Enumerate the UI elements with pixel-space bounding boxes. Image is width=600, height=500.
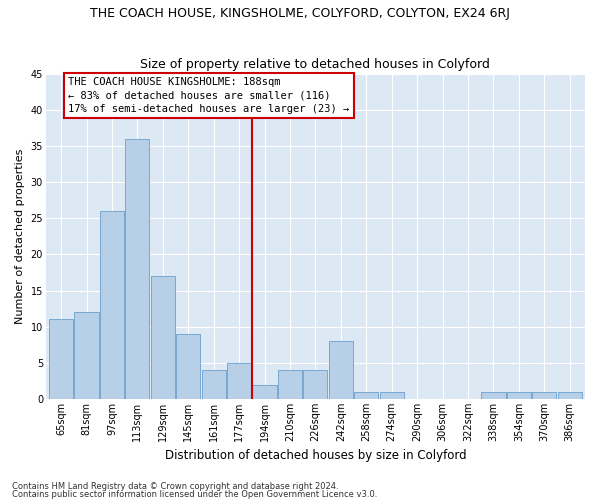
Bar	[49, 320, 73, 399]
Bar	[125, 138, 149, 399]
Bar	[304, 370, 328, 399]
Bar	[176, 334, 200, 399]
Bar	[151, 276, 175, 399]
Bar	[354, 392, 379, 399]
Bar	[380, 392, 404, 399]
Bar	[329, 341, 353, 399]
Text: Contains public sector information licensed under the Open Government Licence v3: Contains public sector information licen…	[12, 490, 377, 499]
Bar	[557, 392, 582, 399]
Text: THE COACH HOUSE KINGSHOLME: 188sqm
← 83% of detached houses are smaller (116)
17: THE COACH HOUSE KINGSHOLME: 188sqm ← 83%…	[68, 77, 349, 114]
Bar	[74, 312, 98, 399]
X-axis label: Distribution of detached houses by size in Colyford: Distribution of detached houses by size …	[164, 450, 466, 462]
Bar	[202, 370, 226, 399]
Text: Contains HM Land Registry data © Crown copyright and database right 2024.: Contains HM Land Registry data © Crown c…	[12, 482, 338, 491]
Title: Size of property relative to detached houses in Colyford: Size of property relative to detached ho…	[140, 58, 490, 71]
Text: THE COACH HOUSE, KINGSHOLME, COLYFORD, COLYTON, EX24 6RJ: THE COACH HOUSE, KINGSHOLME, COLYFORD, C…	[90, 8, 510, 20]
Bar	[100, 211, 124, 399]
Bar	[253, 384, 277, 399]
Bar	[278, 370, 302, 399]
Bar	[227, 363, 251, 399]
Y-axis label: Number of detached properties: Number of detached properties	[15, 148, 25, 324]
Bar	[532, 392, 556, 399]
Bar	[481, 392, 506, 399]
Bar	[507, 392, 531, 399]
